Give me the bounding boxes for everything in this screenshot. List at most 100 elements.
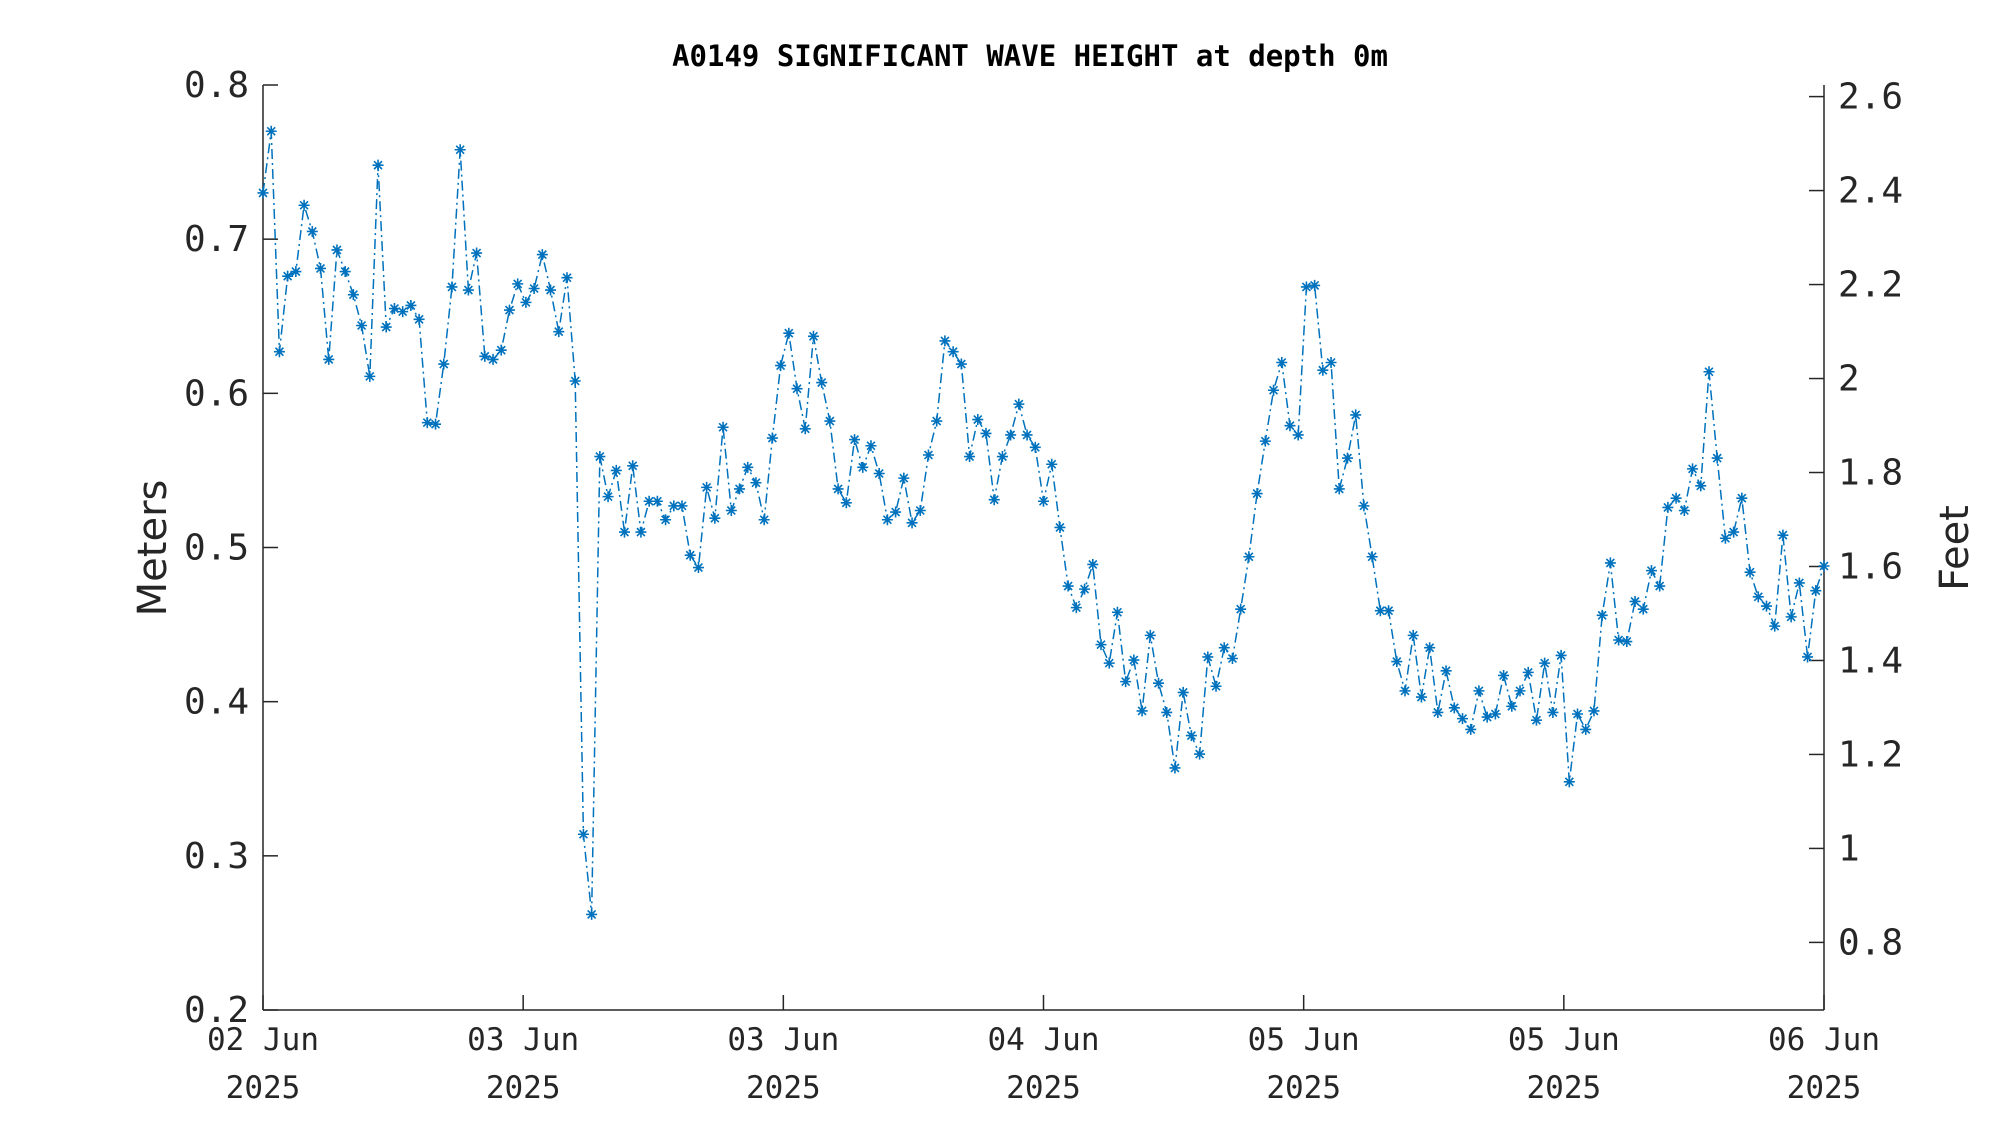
data-point (273, 346, 285, 358)
data-point (1399, 685, 1411, 697)
data-point (701, 481, 713, 493)
data-point (257, 187, 269, 199)
data-point (1539, 657, 1551, 669)
data-point (840, 497, 852, 509)
data-point (1210, 680, 1222, 692)
data-point (1226, 653, 1238, 664)
data-point (1621, 636, 1633, 648)
data-point (799, 423, 811, 435)
data-point (1243, 551, 1255, 563)
data-point (1120, 676, 1132, 688)
data-point (1481, 711, 1493, 723)
data-point (1547, 706, 1559, 718)
y2-tick-label: 2.2 (1838, 265, 1903, 306)
data-point (577, 828, 589, 840)
data-point (569, 375, 581, 387)
data-point (1440, 665, 1452, 677)
data-point (1695, 480, 1707, 492)
data-point (298, 199, 310, 211)
y2-tick-label: 1.8 (1838, 453, 1903, 494)
data-point (1079, 583, 1091, 595)
data-point (380, 321, 392, 333)
data-point (528, 283, 540, 294)
data-point (471, 247, 483, 259)
data-point (306, 225, 318, 237)
data-point (676, 500, 688, 512)
x-tick-label-day: 06 Jun (1768, 1022, 1880, 1058)
data-point (824, 415, 836, 427)
x-tick-label-year: 2025 (1787, 1070, 1862, 1106)
data-point (347, 289, 359, 301)
data-point (890, 506, 902, 518)
data-point (906, 517, 918, 529)
y2-tick-label: 0.8 (1838, 922, 1903, 963)
data-point (643, 495, 655, 507)
data-point (1785, 611, 1797, 623)
data-point (479, 350, 491, 362)
data-point (1218, 642, 1230, 654)
data-point (734, 483, 746, 495)
data-point (1038, 495, 1049, 507)
data-point (1530, 714, 1542, 726)
y2-tick-label: 1.6 (1838, 546, 1903, 587)
data-point (742, 461, 754, 473)
data-point (791, 383, 803, 395)
data-point (323, 353, 335, 365)
data-point (1374, 605, 1386, 617)
data-point (931, 415, 943, 427)
data-point (1144, 629, 1156, 641)
data-point (586, 908, 598, 920)
y-tick-label: 0.8 (184, 65, 249, 106)
x-tick-label-year: 2025 (1266, 1070, 1341, 1106)
data-point (1728, 526, 1740, 538)
data-point (725, 505, 737, 516)
data-point (1325, 357, 1337, 368)
x-tick-label-year: 2025 (486, 1070, 561, 1106)
data-point (512, 278, 524, 290)
data-point (692, 562, 704, 574)
data-point (1309, 279, 1321, 291)
data-point (1752, 591, 1764, 603)
data-point (1259, 435, 1271, 447)
data-point (832, 483, 844, 495)
data-point (1054, 521, 1066, 533)
x-tick-label-year: 2025 (746, 1070, 821, 1106)
data-point (1333, 483, 1345, 495)
data-point (1013, 398, 1025, 410)
data-point (816, 377, 828, 389)
y2-tick-label: 1.4 (1838, 640, 1903, 681)
data-point (1489, 708, 1501, 720)
data-point (1818, 560, 1830, 572)
data-point (1596, 609, 1608, 621)
data-point (1111, 606, 1123, 618)
data-point (1629, 595, 1641, 607)
data-point (1588, 705, 1600, 717)
data-point (857, 461, 869, 473)
y-tick-label: 0.6 (184, 373, 249, 414)
data-point (1424, 642, 1436, 654)
x-tick-label-year: 2025 (1527, 1070, 1602, 1106)
data-point (955, 358, 967, 370)
x-tick-label-year: 2025 (226, 1070, 301, 1106)
y2-tick-label: 1 (1838, 828, 1860, 869)
data-point (446, 281, 458, 293)
data-point (1555, 649, 1567, 661)
data-point (660, 514, 672, 526)
data-point (1760, 600, 1772, 612)
data-point (996, 451, 1008, 463)
data-point (1358, 500, 1370, 512)
data-point (405, 299, 417, 311)
data-point (1457, 713, 1469, 725)
plot-axes (262, 85, 1825, 1011)
data-point (594, 451, 606, 463)
data-point (1177, 686, 1189, 698)
data-point (1317, 364, 1329, 376)
data-point (750, 477, 762, 489)
data-point (1185, 730, 1197, 742)
data-point (1070, 602, 1082, 614)
data-point (1268, 384, 1280, 396)
data-point (783, 327, 795, 339)
series-markers (257, 125, 1830, 920)
data-point (487, 353, 499, 365)
